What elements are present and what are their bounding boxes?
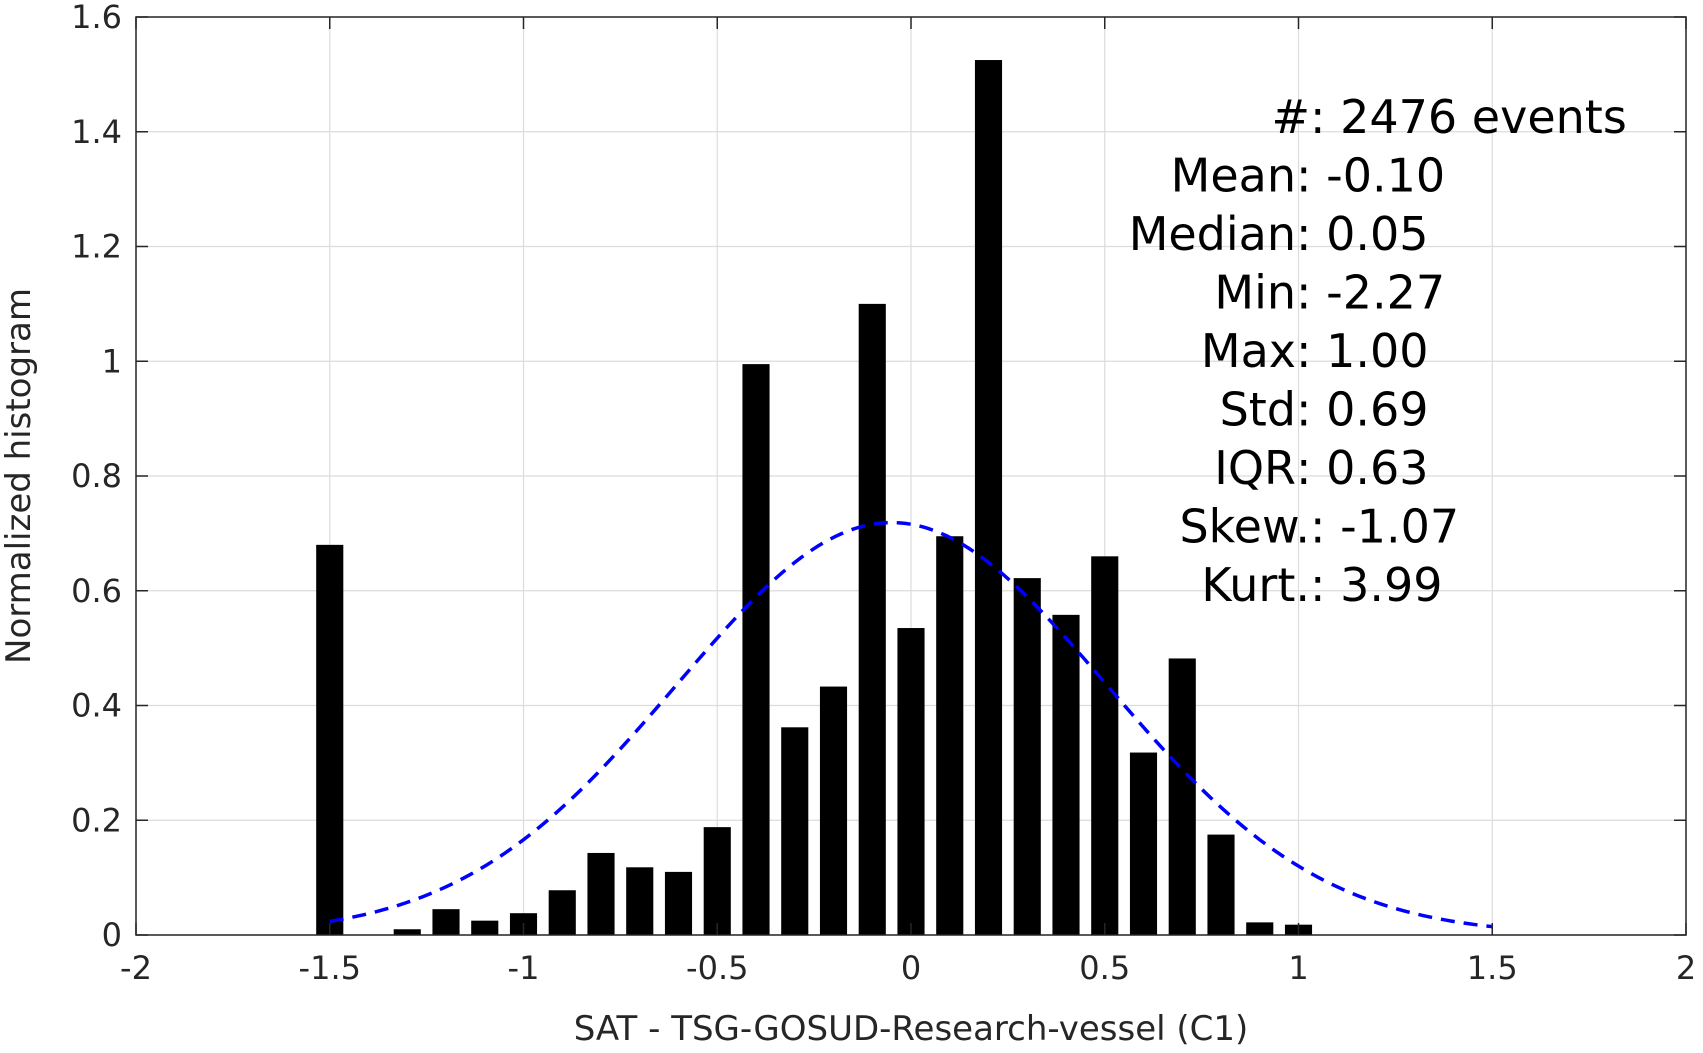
histogram-bar bbox=[819, 686, 848, 935]
histogram-bar bbox=[548, 890, 576, 935]
histogram-bar bbox=[897, 628, 925, 935]
histogram-bar bbox=[781, 727, 809, 935]
y-tick-label: 0 bbox=[102, 916, 122, 954]
y-tick-label: 1.4 bbox=[71, 113, 122, 151]
x-tick-label: -0.5 bbox=[686, 949, 748, 987]
stat-label: Median bbox=[1129, 207, 1296, 261]
histogram-bar bbox=[858, 303, 886, 935]
histogram-bar bbox=[587, 852, 615, 935]
y-tick-labels: 0 0.2 0.4 0.6 0.8 1 1.2 1.4 1.6 bbox=[71, 0, 122, 954]
x-tick-label: 0 bbox=[901, 949, 921, 987]
stat-value: : 0.05 bbox=[1296, 207, 1429, 261]
histogram-bar bbox=[432, 909, 460, 935]
histogram-bar bbox=[1246, 922, 1274, 935]
x-tick-label: 0.5 bbox=[1079, 949, 1130, 987]
histogram-bar bbox=[1052, 614, 1080, 935]
histogram-bar bbox=[316, 544, 344, 935]
histogram-bar bbox=[1207, 834, 1235, 935]
stat-value: : 1.00 bbox=[1296, 324, 1429, 378]
x-tick-label: 2 bbox=[1676, 949, 1696, 987]
stat-label: Std bbox=[1220, 383, 1296, 437]
stat-value: : 3.99 bbox=[1310, 558, 1443, 612]
bars bbox=[316, 60, 1313, 935]
normal-fit-curve bbox=[329, 520, 1493, 929]
histogram-bar bbox=[1129, 752, 1158, 935]
y-tick-label: 0.8 bbox=[71, 457, 122, 495]
y-tick-label: 0.6 bbox=[71, 572, 122, 610]
x-tick-label: -2 bbox=[120, 949, 152, 987]
x-tick-label: 1 bbox=[1288, 949, 1308, 987]
stat-value: : 0.69 bbox=[1296, 383, 1429, 437]
histogram-bar bbox=[471, 920, 499, 935]
x-axis-label: SAT - TSG-GOSUD-Research-vessel (C1) bbox=[574, 1009, 1249, 1049]
histogram-bar bbox=[703, 827, 731, 935]
x-tick-label: -1.5 bbox=[299, 949, 361, 987]
y-tick-label: 1.2 bbox=[71, 228, 122, 266]
stat-value: : 2476 events bbox=[1310, 90, 1627, 144]
histogram-bar bbox=[1013, 578, 1041, 935]
stat-label: Kurt. bbox=[1201, 558, 1310, 612]
stat-label: Mean bbox=[1171, 149, 1296, 203]
stat-label: Min bbox=[1214, 266, 1296, 320]
y-tick-label: 1 bbox=[102, 342, 122, 380]
histogram-bar bbox=[1168, 658, 1196, 935]
histogram-bar bbox=[1091, 556, 1119, 935]
stat-value: : 0.63 bbox=[1296, 441, 1429, 495]
histogram-bar bbox=[393, 929, 421, 935]
y-tick-label: 1.6 bbox=[71, 0, 122, 36]
x-tick-labels: -2 -1.5 -1 -0.5 0 0.5 1 1.5 2 bbox=[120, 949, 1696, 987]
y-tick-label: 0.2 bbox=[71, 801, 122, 839]
y-axis-label: Normalized histogram bbox=[0, 288, 39, 664]
stat-label: Skew. bbox=[1179, 500, 1310, 554]
stat-label: Max bbox=[1201, 324, 1296, 378]
y-tick-label: 0.4 bbox=[71, 687, 122, 725]
ticks bbox=[135, 16, 1687, 936]
stat-label: IQR bbox=[1214, 441, 1296, 495]
stat-label: # bbox=[1271, 90, 1310, 144]
histogram-bar bbox=[974, 60, 1003, 935]
stat-value: : -2.27 bbox=[1296, 266, 1445, 320]
histogram-bar bbox=[742, 364, 770, 935]
histogram-bar bbox=[936, 536, 964, 935]
histogram-bar bbox=[626, 867, 654, 935]
x-tick-label: -1 bbox=[508, 949, 540, 987]
stat-value: : -1.07 bbox=[1310, 500, 1459, 554]
x-tick-label: 1.5 bbox=[1467, 949, 1518, 987]
histogram-bar bbox=[664, 871, 693, 935]
stat-value: : -0.10 bbox=[1296, 149, 1445, 203]
